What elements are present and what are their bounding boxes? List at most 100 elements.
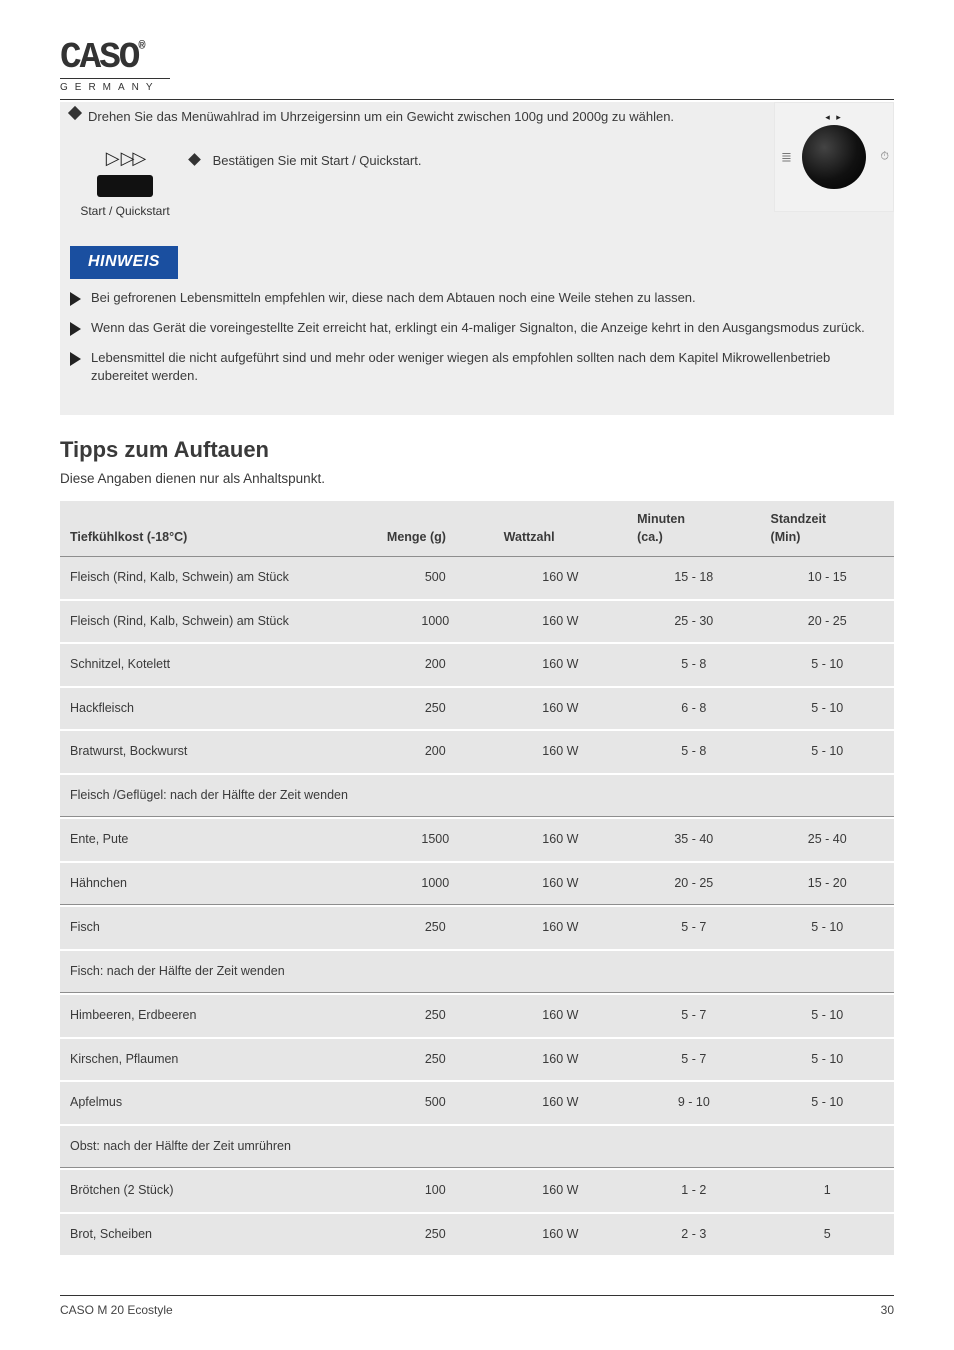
table-row: Fleisch /Geflügel: nach der Hälfte der Z… xyxy=(60,773,894,817)
cell-power: 160 W xyxy=(494,817,627,861)
cell-stand xyxy=(761,1124,894,1168)
table-row: Brot, Scheiben250160 W2 - 35 xyxy=(60,1212,894,1256)
cell-amount: 1000 xyxy=(377,599,494,643)
cell-amount xyxy=(377,1124,494,1168)
logo-brand: CASO® xyxy=(60,40,894,76)
cell-time: 5 - 8 xyxy=(627,642,760,686)
cell-time: 2 - 3 xyxy=(627,1212,760,1256)
diamond-bullet-icon xyxy=(188,153,201,166)
logo-divider xyxy=(60,78,170,79)
notes-list: Bei gefrorenen Lebensmitteln empfehlen w… xyxy=(60,289,894,416)
table-row: Brötchen (2 Stück)100160 W1 - 21 xyxy=(60,1168,894,1212)
cell-time: 5 - 8 xyxy=(627,729,760,773)
note-item: Bei gefrorenen Lebensmitteln empfehlen w… xyxy=(70,289,884,307)
cell-power xyxy=(494,773,627,817)
cell-food: Himbeeren, Erdbeeren xyxy=(60,993,377,1037)
page-footer: CASO M 20 Ecostyle 30 xyxy=(60,1295,894,1319)
logo-block: CASO® GERMANY xyxy=(60,40,894,95)
cell-power: 160 W xyxy=(494,642,627,686)
knob-menu-icon: ≣ xyxy=(781,154,792,159)
note-text: Bei gefrorenen Lebensmitteln empfehlen w… xyxy=(91,289,884,307)
play-icon: ▷ ▷▷ xyxy=(70,146,180,171)
cell-power: 160 W xyxy=(494,599,627,643)
cell-time: 25 - 30 xyxy=(627,599,760,643)
diamond-bullet-icon xyxy=(68,106,82,120)
cell-power: 160 W xyxy=(494,905,627,949)
cell-stand: 5 - 10 xyxy=(761,1080,894,1124)
cell-time: 35 - 40 xyxy=(627,817,760,861)
th-stand-a: Standzeit xyxy=(771,511,884,529)
cell-food: Apfelmus xyxy=(60,1080,377,1124)
cell-power xyxy=(494,949,627,993)
table-row: Fisch: nach der Hälfte der Zeit wenden xyxy=(60,949,894,993)
cell-stand: 25 - 40 xyxy=(761,817,894,861)
cell-time: 5 - 7 xyxy=(627,993,760,1037)
cell-stand: 5 - 10 xyxy=(761,686,894,730)
table-row: Fisch250160 W5 - 75 - 10 xyxy=(60,905,894,949)
cell-amount: 200 xyxy=(377,729,494,773)
table-row: Apfelmus500160 W9 - 105 - 10 xyxy=(60,1080,894,1124)
th-time-a: Minuten xyxy=(637,511,750,529)
cell-time: 6 - 8 xyxy=(627,686,760,730)
step-select-weight: Drehen Sie das Menüwahlrad im Uhrzeigers… xyxy=(60,102,894,146)
cell-power: 160 W xyxy=(494,557,627,599)
registered-mark: ® xyxy=(138,39,145,53)
th-time-b: (ca.) xyxy=(637,529,750,547)
th-amount: Menge (g) xyxy=(377,501,494,557)
cell-power: 160 W xyxy=(494,861,627,905)
table-row: Schnitzel, Kotelett200160 W5 - 85 - 10 xyxy=(60,642,894,686)
note-text: Wenn das Gerät die voreingestellte Zeit … xyxy=(91,319,884,337)
knob-dial xyxy=(802,125,866,189)
table-row: Obst: nach der Hälfte der Zeit umrühren xyxy=(60,1124,894,1168)
triangle-bullet-icon xyxy=(70,292,81,306)
cell-time: 20 - 25 xyxy=(627,861,760,905)
step-select-weight-text: Drehen Sie das Menüwahlrad im Uhrzeigers… xyxy=(88,108,754,126)
cell-stand: 10 - 15 xyxy=(761,557,894,599)
table-row: Bratwurst, Bockwurst200160 W5 - 85 - 10 xyxy=(60,729,894,773)
cell-food: Schnitzel, Kotelett xyxy=(60,642,377,686)
knob-arrows: ◂ ▸ xyxy=(775,111,893,124)
cell-amount: 250 xyxy=(377,905,494,949)
brand-text: CASO xyxy=(60,37,138,78)
cell-amount: 1000 xyxy=(377,861,494,905)
cell-food: Fisch xyxy=(60,905,377,949)
cell-food: Fleisch (Rind, Kalb, Schwein) am Stück xyxy=(60,599,377,643)
cell-time: 15 - 18 xyxy=(627,557,760,599)
section-title: Tipps zum Auftauen xyxy=(60,435,894,466)
cell-power: 160 W xyxy=(494,729,627,773)
start-label: Start / Quickstart xyxy=(70,203,180,220)
cell-food: Brot, Scheiben xyxy=(60,1212,377,1256)
defrost-table: Tiefkühlkost (-18°C) Menge (g) Wattzahl … xyxy=(60,501,894,1255)
cell-stand: 5 - 10 xyxy=(761,729,894,773)
cell-time: 5 - 7 xyxy=(627,905,760,949)
cell-amount: 250 xyxy=(377,1212,494,1256)
note-text: Lebensmittel die nicht aufgeführt sind u… xyxy=(91,349,884,385)
cell-power: 160 W xyxy=(494,1212,627,1256)
hinweis-badge: HINWEIS xyxy=(70,246,178,278)
table-row: Hähnchen1000160 W20 - 2515 - 20 xyxy=(60,861,894,905)
cell-food: Kirschen, Pflaumen xyxy=(60,1037,377,1081)
cell-time: 5 - 7 xyxy=(627,1037,760,1081)
cell-power: 160 W xyxy=(494,993,627,1037)
cell-amount xyxy=(377,773,494,817)
cell-stand: 5 - 10 xyxy=(761,905,894,949)
cell-food: Fleisch /Geflügel: nach der Hälfte der Z… xyxy=(60,773,377,817)
cell-time: 9 - 10 xyxy=(627,1080,760,1124)
step-start-text: Bestätigen Sie mit Start / Quickstart. xyxy=(213,153,422,168)
footer-page: 30 xyxy=(881,1302,894,1319)
cell-power: 160 W xyxy=(494,1168,627,1212)
cell-amount: 500 xyxy=(377,1080,494,1124)
cell-food: Hackfleisch xyxy=(60,686,377,730)
step-start: ▷ ▷▷ Start / Quickstart Bestätigen Sie m… xyxy=(60,146,894,232)
triangle-bullet-icon xyxy=(70,322,81,336)
footer-product: CASO M 20 Ecostyle xyxy=(60,1302,173,1319)
start-button-illustration: ▷ ▷▷ Start / Quickstart xyxy=(70,146,180,226)
cell-stand: 5 - 10 xyxy=(761,993,894,1037)
cell-food: Fisch: nach der Hälfte der Zeit wenden xyxy=(60,949,377,993)
th-stand: Standzeit (Min) xyxy=(761,501,894,557)
cell-time xyxy=(627,949,760,993)
th-time: Minuten (ca.) xyxy=(627,501,760,557)
cell-time: 1 - 2 xyxy=(627,1168,760,1212)
table-row: Kirschen, Pflaumen250160 W5 - 75 - 10 xyxy=(60,1037,894,1081)
cell-stand: 5 - 10 xyxy=(761,642,894,686)
